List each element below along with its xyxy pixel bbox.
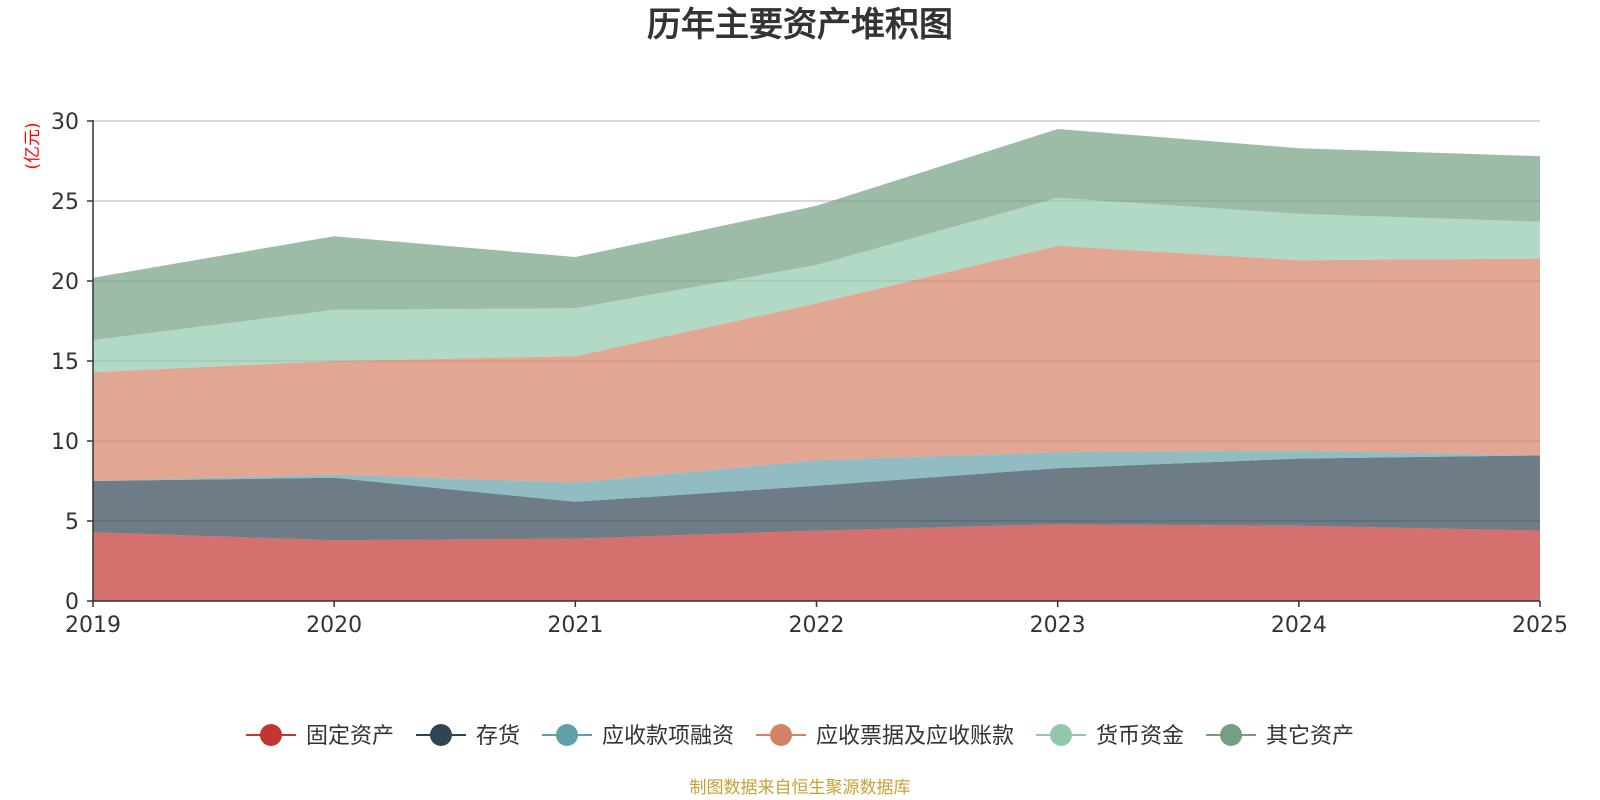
y-tick-label: 30 bbox=[51, 110, 79, 135]
area-series-应收款项融资 bbox=[93, 450, 1540, 502]
area-series-应收票据及应收账款 bbox=[93, 245, 1540, 483]
legend-label: 应收票据及应收账款 bbox=[816, 724, 1014, 749]
legend-item[interactable]: 存货 bbox=[415, 724, 520, 749]
legend-marker-icon bbox=[770, 724, 792, 746]
legend-marker-icon bbox=[555, 724, 578, 746]
area-series-group bbox=[93, 129, 1540, 601]
chart-title: 历年主要资产堆积图 bbox=[647, 5, 953, 45]
x-tick-label: 2022 bbox=[789, 613, 845, 638]
legend-label: 其它资产 bbox=[1266, 724, 1354, 749]
x-tick-label: 2020 bbox=[306, 613, 362, 638]
area-series-存货 bbox=[93, 455, 1540, 541]
legend-marker-icon bbox=[429, 724, 452, 746]
legend: 固定资产 存货 应收款项融资 应收票据及应收账款 货币资金 其它资产 bbox=[245, 724, 1354, 749]
y-tick-label: 5 bbox=[65, 510, 79, 535]
y-tick-label: 25 bbox=[51, 190, 79, 215]
area-series-其它资产 bbox=[93, 129, 1540, 341]
x-tick-label: 2023 bbox=[1030, 613, 1086, 638]
y-axis-unit-label: (亿元) bbox=[23, 122, 43, 169]
y-tick-label: 15 bbox=[51, 350, 79, 375]
y-tick-label: 0 bbox=[65, 590, 79, 615]
x-tick-label: 2024 bbox=[1271, 613, 1327, 638]
legend-item[interactable]: 应收款项融资 bbox=[541, 724, 734, 749]
legend-label: 存货 bbox=[476, 724, 520, 749]
area-series-货币资金 bbox=[93, 197, 1540, 373]
legend-item[interactable]: 应收票据及应收账款 bbox=[756, 724, 1014, 749]
area-series-固定资产 bbox=[93, 524, 1540, 601]
legend-label: 货币资金 bbox=[1096, 724, 1184, 749]
legend-item[interactable]: 其它资产 bbox=[1206, 724, 1354, 749]
legend-marker-icon bbox=[1220, 724, 1243, 746]
legend-marker-icon bbox=[1050, 724, 1073, 746]
legend-marker-icon bbox=[259, 724, 282, 746]
legend-label: 固定资产 bbox=[306, 724, 394, 749]
data-source-note: 制图数据来自恒生聚源数据库 bbox=[690, 778, 911, 798]
x-tick-label: 2025 bbox=[1512, 613, 1568, 638]
x-tick-label: 2021 bbox=[547, 613, 603, 638]
legend-item[interactable]: 固定资产 bbox=[245, 724, 394, 749]
x-tick-label: 2019 bbox=[65, 613, 121, 638]
y-tick-label: 10 bbox=[51, 430, 79, 455]
legend-item[interactable]: 货币资金 bbox=[1036, 724, 1184, 749]
y-tick-label: 20 bbox=[51, 270, 79, 295]
legend-label: 应收款项融资 bbox=[602, 724, 734, 749]
